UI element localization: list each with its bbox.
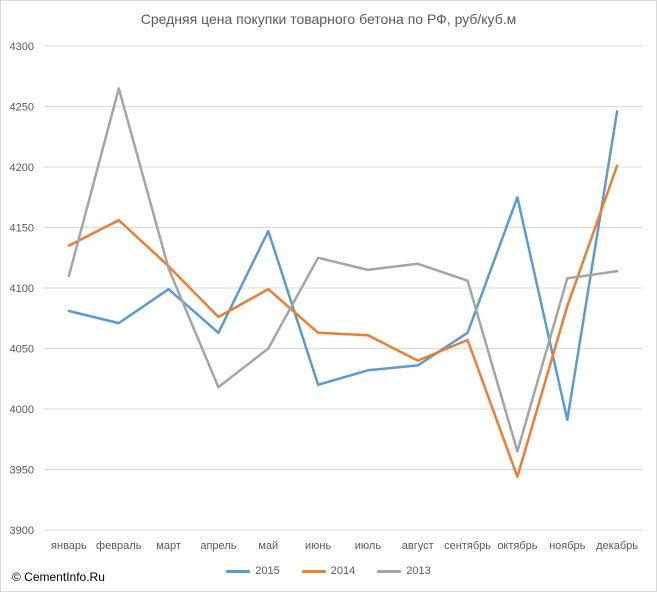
data-point-2014 (68, 245, 70, 247)
data-point-2013 (417, 263, 419, 265)
y-axis-tick-labels: 3900 3950 4000 4050 4100 4150 4200 4250 4300 (10, 41, 34, 537)
y-tick-label: 4050 (10, 344, 34, 356)
gridlines (44, 45, 642, 531)
data-point-2015 (516, 196, 519, 198)
data-point-2014 (367, 334, 369, 336)
legend-item-2015: 2015 (226, 565, 280, 577)
data-point-2014 (417, 360, 419, 362)
data-point-2014 (267, 288, 269, 290)
source-credit: © CementInfo.Ru (12, 570, 105, 584)
x-tick-label: август (402, 540, 434, 552)
data-point-2014 (217, 316, 220, 318)
data-point-2013 (118, 87, 120, 89)
series-line-2014 (67, 164, 619, 479)
chart-title: Средняя цена покупки товарного бетона по… (140, 11, 517, 27)
legend-swatch-2015 (226, 569, 251, 573)
y-tick-label: 3900 (10, 525, 34, 537)
x-tick-label: ноябрь (549, 540, 586, 552)
y-tick-label: 3950 (10, 465, 34, 477)
data-point-2013 (516, 450, 519, 452)
legend: 2015 2014 2013 (0, 565, 657, 577)
data-point-2015 (367, 369, 369, 371)
x-tick-label: июль (355, 540, 382, 552)
data-point-2014 (317, 332, 319, 334)
series-line-2013 (67, 87, 619, 453)
x-tick-label: июнь (305, 540, 331, 552)
x-tick-label: апрель (200, 540, 236, 552)
data-point-2014 (616, 165, 618, 167)
x-tick-label: октябрь (497, 540, 537, 552)
y-tick-label: 4100 (10, 283, 34, 295)
series-lines (67, 87, 619, 479)
data-point-2015 (118, 322, 120, 324)
legend-label-2015: 2015 (255, 565, 280, 577)
legend-swatch-2013 (377, 569, 402, 573)
y-tick-label: 4150 (10, 223, 34, 235)
data-point-2014 (566, 305, 568, 307)
x-tick-label: январь (51, 540, 87, 552)
data-point-2015 (616, 110, 618, 112)
data-point-2015 (267, 230, 269, 232)
x-tick-label: февраль (96, 540, 142, 552)
data-point-2013 (167, 268, 170, 270)
data-point-2013 (367, 269, 369, 271)
series-line-2015 (67, 110, 619, 422)
data-point-2014 (466, 339, 469, 341)
data-point-2014 (118, 219, 120, 221)
data-point-2013 (68, 275, 70, 277)
data-point-2013 (466, 280, 469, 282)
data-point-2015 (317, 384, 319, 386)
data-point-2015 (466, 332, 469, 334)
x-tick-label: декабрь (596, 540, 638, 552)
y-tick-label: 4000 (10, 404, 34, 416)
y-tick-label: 4300 (10, 41, 34, 53)
x-tick-label: май (258, 540, 278, 552)
data-point-2015 (68, 310, 70, 312)
legend-label-2013: 2013 (406, 565, 431, 577)
x-tick-label: март (156, 540, 181, 552)
data-point-2013 (267, 347, 269, 350)
data-point-2013 (566, 277, 568, 279)
data-point-2013 (217, 386, 220, 388)
legend-label-2014: 2014 (330, 565, 356, 577)
y-tick-label: 4250 (10, 102, 34, 114)
data-point-2015 (217, 332, 220, 334)
legend-item-2014: 2014 (301, 565, 356, 577)
x-axis-tick-labels: январь февраль март апрель май июнь июль август… (51, 540, 638, 552)
data-point-2015 (167, 288, 170, 290)
x-tick-label: сентябрь (444, 540, 491, 552)
data-point-2013 (317, 257, 319, 259)
legend-item-2013: 2013 (377, 565, 431, 577)
data-point-2015 (566, 419, 568, 421)
data-point-2014 (516, 476, 519, 478)
data-point-2013 (616, 270, 618, 272)
data-point-2015 (417, 364, 419, 367)
y-tick-label: 4200 (10, 162, 34, 174)
legend-swatch-2014 (301, 569, 326, 573)
